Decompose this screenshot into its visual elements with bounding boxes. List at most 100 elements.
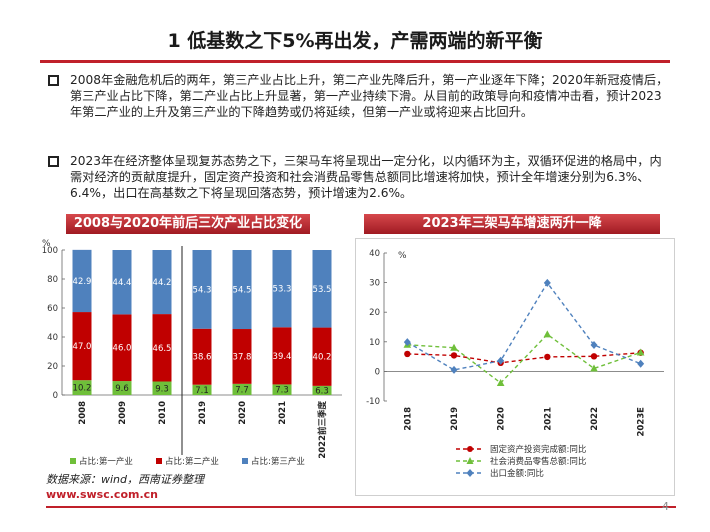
legend-swatch xyxy=(156,458,162,464)
data-point xyxy=(497,356,505,365)
legend-label: 占比:第一产业 xyxy=(79,456,133,467)
data-point xyxy=(404,350,411,358)
y-tick-label: 20 xyxy=(369,308,380,318)
bar-data-label: 53.3 xyxy=(273,285,292,295)
bar-segment xyxy=(152,381,172,395)
x-tick-label: 2021 xyxy=(278,401,288,425)
legend-label: 占比:第三产业 xyxy=(251,456,305,467)
x-tick-label: 2019 xyxy=(198,401,208,425)
bar-data-label: 7.7 xyxy=(235,385,249,395)
stacked-bar-chart: % 0 20 40 60 80 100 10.2 47.0 42.9 2008 9.6 46.0 44.4… xyxy=(42,239,342,467)
y-tick-label: 100 xyxy=(42,246,58,256)
bar-data-label: 9.6 xyxy=(115,384,129,394)
legend-swatch xyxy=(242,458,248,464)
data-point xyxy=(544,353,551,361)
legend-marker xyxy=(467,446,473,452)
y-tick-label: 80 xyxy=(47,275,58,285)
bar-segment xyxy=(272,384,292,395)
legend-label: 社会消费品零售总额:同比 xyxy=(490,456,586,467)
data-point xyxy=(590,341,598,350)
title-divider xyxy=(40,60,670,63)
bar-segment xyxy=(312,327,332,386)
series-line xyxy=(407,333,641,384)
page-number: 4 xyxy=(662,500,669,513)
x-tick-label: 2018 xyxy=(403,407,413,431)
legend-marker xyxy=(466,469,474,477)
square-bullet-icon xyxy=(48,75,59,86)
y-axis-unit-label: % xyxy=(398,251,407,261)
bar-segment xyxy=(72,380,92,395)
x-tick-label: 2023E xyxy=(637,407,647,437)
bar-data-label: 46.0 xyxy=(113,344,132,354)
bar-segment xyxy=(272,327,292,385)
bar-data-label: 10.2 xyxy=(73,384,92,394)
bar-segment xyxy=(192,384,212,395)
series-line xyxy=(406,281,641,371)
x-tick-label: 2020 xyxy=(238,401,248,425)
data-point xyxy=(450,352,458,359)
legend-label: 出口金额:同比 xyxy=(490,468,544,479)
data-point xyxy=(590,353,598,360)
bar-data-label: 37.8 xyxy=(233,352,252,362)
series-line xyxy=(407,352,641,364)
bar-data-label: 46.5 xyxy=(153,344,172,354)
data-point xyxy=(403,338,411,347)
x-tick-label: 2010 xyxy=(158,401,168,425)
y-tick-label: 60 xyxy=(47,304,58,314)
bar-segment xyxy=(312,250,332,328)
chart-1-title: 2008与2020年前后三次产业占比变化 xyxy=(66,214,310,234)
x-tick-label: 2021 xyxy=(543,407,553,431)
bar-data-label: 6.3 xyxy=(315,386,329,396)
y-tick-label: 20 xyxy=(47,362,58,372)
data-point xyxy=(590,364,598,372)
bar-data-label: 7.3 xyxy=(275,386,289,396)
bar-segment xyxy=(192,328,212,385)
data-point xyxy=(637,359,645,368)
line-chart: % -10 0 10 20 30 40 2018 2019 2020 2021 2022 2023E 固定… xyxy=(366,249,664,479)
bar-segment xyxy=(112,250,132,315)
x-tick-label: 2008 xyxy=(78,401,88,425)
y-tick-label: 40 xyxy=(369,249,380,259)
x-tick-label: 2022 xyxy=(590,407,600,431)
bar-segment xyxy=(72,249,92,313)
bar-data-label: 44.4 xyxy=(113,278,132,288)
y-tick-label: 30 xyxy=(369,279,380,289)
legend-swatch xyxy=(70,458,76,464)
website-link[interactable]: www.swsc.com.cn xyxy=(46,488,158,501)
data-point xyxy=(543,278,551,287)
bar-data-label: 39.4 xyxy=(273,352,292,362)
y-tick-label: 0 xyxy=(53,391,58,401)
chart-2-title: 2023年三架马车增速两升一降 xyxy=(364,214,660,234)
data-point xyxy=(450,365,458,374)
bar-data-label: 54.5 xyxy=(233,286,252,296)
bar-segment xyxy=(232,250,252,330)
legend-marker xyxy=(466,457,474,464)
line-chart-frame: % -10 0 10 20 30 40 2018 2019 2020 2021 2022 2023E 固定… xyxy=(355,238,675,496)
legend-label: 固定资产投资完成额:同比 xyxy=(490,444,586,455)
bar-segment xyxy=(72,312,92,381)
y-tick-label: 10 xyxy=(369,338,380,348)
bar-segment xyxy=(312,385,332,395)
data-source-note: 数据来源：wind，西南证券整理 xyxy=(46,473,205,486)
bullet-text-2: 2023年在经济整体呈现复苏态势之下，三架马车将呈现出一定分化，以内循环为主，双… xyxy=(70,154,662,200)
bar-segment xyxy=(232,329,252,384)
bullet-paragraph-2: 2023年在经济整体呈现复苏态势之下，三架马车将呈现出一定分化，以内循环为主，双… xyxy=(48,153,668,203)
data-point xyxy=(636,348,645,356)
square-bullet-icon xyxy=(48,156,59,167)
y-tick-label: 40 xyxy=(47,333,58,343)
footer-divider xyxy=(46,506,676,508)
data-point xyxy=(543,330,552,338)
bullet-text-1: 2008年金融危机后的两年，第三产业占比上升，第二产业先降后升，第一产业逐年下降… xyxy=(70,73,669,119)
bar-segment xyxy=(232,383,252,395)
bullet-paragraph-1: 2008年金融危机后的两年，第三产业占比上升，第二产业先降后升，第一产业逐年下降… xyxy=(48,72,668,138)
x-tick-label: 2009 xyxy=(118,401,128,425)
data-point xyxy=(496,378,505,386)
x-tick-label: 2022前三季度 xyxy=(317,401,328,459)
bar-data-label: 38.6 xyxy=(193,353,212,363)
data-point xyxy=(450,343,458,351)
bar-segment xyxy=(112,381,132,395)
bar-data-label: 54.3 xyxy=(193,285,212,295)
x-tick-label: 2020 xyxy=(497,407,507,431)
bar-segment xyxy=(112,314,132,382)
bar-segment xyxy=(152,314,172,382)
